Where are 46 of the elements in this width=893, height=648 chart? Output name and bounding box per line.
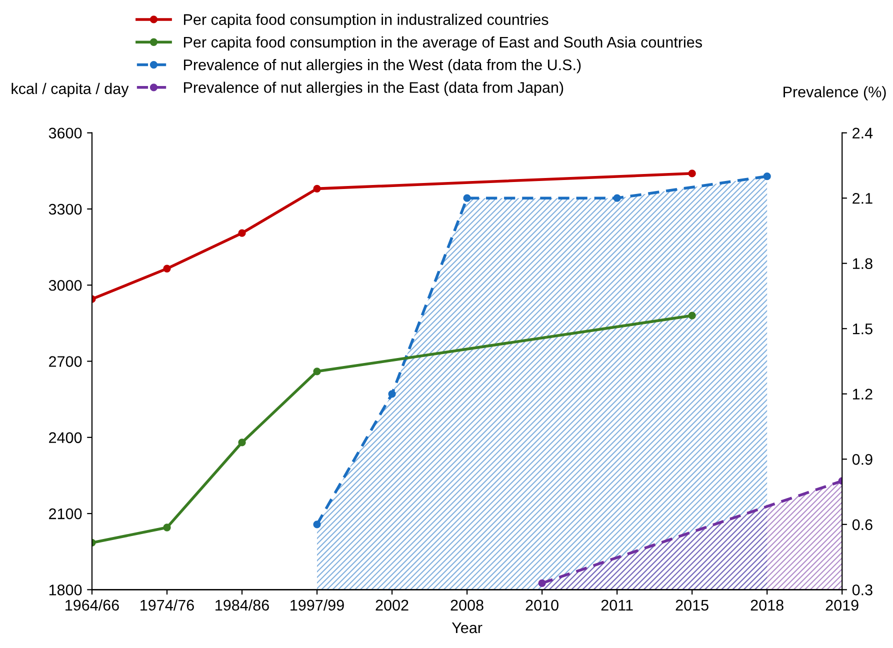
point	[163, 524, 171, 532]
y-tick-label: 3300	[48, 204, 82, 215]
x-tick-label: 1964/66	[66, 599, 119, 611]
x-tick-label: 1974/76	[140, 599, 194, 611]
x-tick-label: 2018	[750, 600, 784, 611]
point	[463, 194, 471, 202]
x-tick-label: 2015	[676, 600, 708, 611]
y-tick-label: 3000	[48, 280, 82, 291]
x-tick-label: 1984/86	[216, 599, 269, 611]
y-tick-label: 3600	[48, 128, 82, 139]
x-tick-label: 2019	[826, 600, 858, 611]
x-tick-label: 2010	[526, 600, 558, 611]
point	[313, 368, 321, 376]
x-tick-label: 2002	[376, 600, 408, 611]
point	[688, 312, 696, 320]
y2-tick-label: 2.1	[852, 192, 872, 204]
y-tick-label: 2100	[49, 508, 82, 520]
y2-tick-label: 0.9	[852, 454, 872, 465]
x-tick-label: 2008	[450, 600, 484, 611]
point	[613, 194, 621, 202]
point	[763, 172, 771, 180]
legend-label: Per capita food consumption in industralized countries	[184, 14, 548, 28]
y-tick-label: 2700	[49, 356, 82, 367]
point	[688, 170, 696, 178]
legend-label: Prevalence of nut allergies in the West (data from the U.S.)	[184, 59, 581, 74]
y2-axis-title: Prevalence (%)	[784, 86, 886, 100]
point	[388, 390, 396, 398]
x-axis-title: Year	[452, 622, 482, 634]
y2-tick-label: 1.2	[852, 388, 872, 400]
y2-tick-label: 0.6	[852, 519, 872, 530]
y-axis-title: kcal / capita / day	[12, 82, 129, 98]
y-tick-label: 2400	[49, 432, 82, 444]
point	[163, 264, 171, 272]
y-tick-label: 1800	[49, 584, 82, 596]
y2-tick-label: 1.5	[852, 324, 872, 334]
point	[238, 438, 246, 446]
point	[313, 520, 321, 528]
legend-label: Per capita food consumption in the average of East and South Asia countries	[184, 36, 702, 51]
legend-label: Prevalence of nut allergies in the East (data from Japan)	[184, 82, 564, 96]
y2-tick-label: 1.8	[852, 258, 872, 270]
x-tick-label: 2011	[601, 600, 633, 611]
point	[238, 229, 246, 237]
point	[313, 184, 321, 192]
y2-tick-label: 2.4	[852, 128, 873, 138]
x-tick-label: 1997/99	[290, 599, 344, 611]
y2-tick-label: 0.3	[852, 584, 872, 596]
